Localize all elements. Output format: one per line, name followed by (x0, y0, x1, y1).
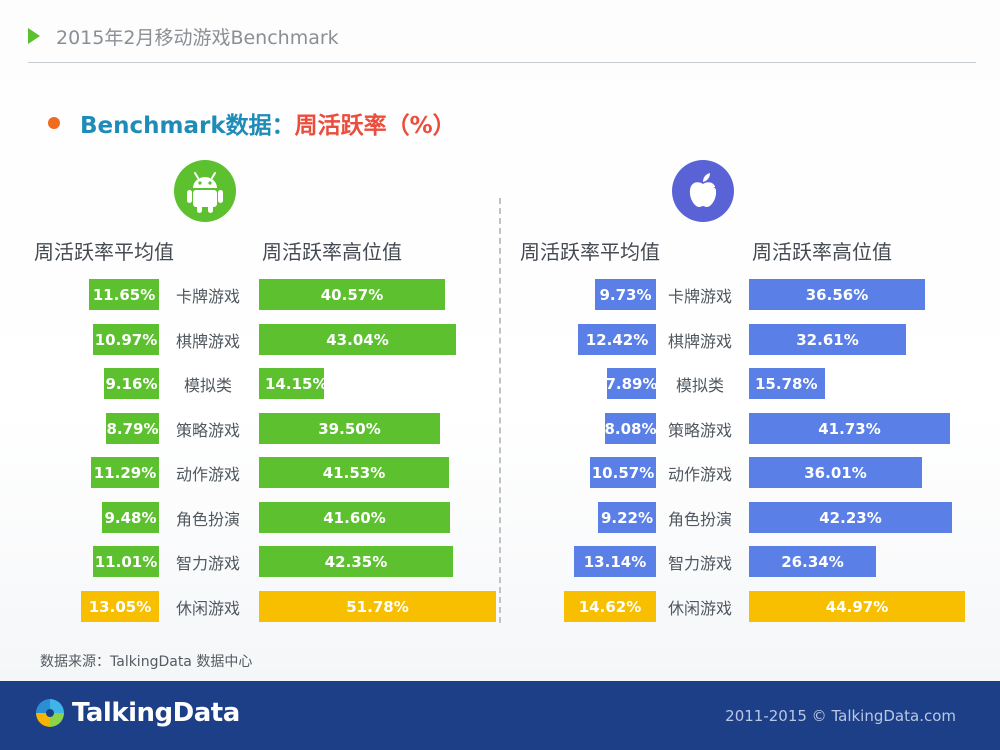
android-avg-bar: 11.01% (93, 546, 159, 577)
ios-high-bar: 32.61% (749, 324, 906, 355)
copyright-text: 2011-2015 © TalkingData.com (725, 707, 956, 725)
android-avg-bar: 8.79% (106, 413, 159, 444)
android-category-label: 角色扮演 (175, 509, 240, 529)
slide-title-text: 2015年2月移动游戏Benchmark (56, 26, 339, 49)
android-category-label: 模拟类 (183, 375, 232, 395)
play-icon (28, 28, 40, 44)
ios-high-bar: 36.01% (749, 457, 922, 488)
bullet-icon (48, 117, 60, 129)
android-category-label: 棋牌游戏 (175, 331, 240, 351)
ios-high-bar: 26.34% (749, 546, 876, 577)
android-avg-bar: 9.16% (104, 368, 159, 399)
android-avg-bar: 13.05% (81, 591, 159, 622)
ios-category-label: 休闲游戏 (667, 598, 732, 618)
ios-high-bar: 44.97% (749, 591, 965, 622)
android-high-bar: 39.50% (259, 413, 440, 444)
android-avg-bar: 11.65% (89, 279, 159, 310)
chart-title: Benchmark数据： 周活跃率（%） (48, 106, 456, 140)
android-high-bar: 43.04% (259, 324, 456, 355)
ios-avg-bar: 8.08% (604, 413, 657, 444)
android-category-label: 动作游戏 (175, 464, 240, 484)
talkingdata-logo-icon (36, 699, 64, 727)
ios-high-bar: 41.73% (749, 413, 950, 444)
android-high-bar: 14.15% (259, 368, 327, 399)
footer: TalkingData 2011-2015 © TalkingData.com (0, 681, 1000, 750)
android-avg-header: 周活跃率平均值 (34, 240, 174, 264)
android-high-bar: 51.78% (259, 591, 496, 622)
android-avg-bar: 10.97% (93, 324, 159, 355)
ios-category-label: 角色扮演 (667, 509, 732, 529)
panel-divider (499, 198, 501, 623)
chart-title-part2: 周活跃率（%） (294, 113, 456, 139)
ios-high-bar: 42.23% (749, 502, 952, 533)
android-high-bar: 41.60% (259, 502, 450, 533)
android-avg-bar: 9.48% (102, 502, 159, 533)
ios-avg-bar: 7.89% (605, 368, 658, 399)
data-source: 数据来源：TalkingData 数据中心 (40, 654, 253, 670)
android-category-label: 休闲游戏 (175, 598, 240, 618)
ios-category-label: 卡牌游戏 (667, 286, 732, 306)
android-icon (174, 160, 236, 222)
android-category-label: 卡牌游戏 (175, 286, 240, 306)
ios-avg-bar: 9.22% (598, 502, 656, 533)
android-avg-bar: 11.29% (91, 457, 159, 488)
talkingdata-logo: TalkingData (34, 697, 240, 729)
ios-avg-bar: 13.14% (574, 546, 656, 577)
ios-category-label: 动作游戏 (667, 464, 732, 484)
android-high-header: 周活跃率高位值 (262, 240, 402, 264)
slide-title: 2015年2月移动游戏Benchmark (28, 22, 339, 50)
ios-category-label: 策略游戏 (667, 420, 732, 440)
ios-avg-bar: 9.73% (595, 279, 656, 310)
android-category-label: 智力游戏 (175, 553, 240, 573)
apple-icon (672, 160, 734, 222)
ios-high-header: 周活跃率高位值 (752, 240, 892, 264)
ios-high-bar: 15.78% (749, 368, 825, 399)
ios-category-label: 智力游戏 (667, 553, 732, 573)
android-high-bar: 41.53% (259, 457, 449, 488)
title-divider (28, 62, 976, 63)
ios-category-label: 模拟类 (675, 375, 724, 395)
talkingdata-logo-text: TalkingData (72, 698, 240, 728)
ios-avg-bar: 14.62% (564, 591, 656, 622)
ios-avg-bar: 10.57% (590, 457, 656, 488)
android-high-bar: 42.35% (259, 546, 453, 577)
ios-avg-bar: 12.42% (578, 324, 656, 355)
ios-category-label: 棋牌游戏 (667, 331, 732, 351)
android-category-label: 策略游戏 (175, 420, 240, 440)
ios-avg-header: 周活跃率平均值 (520, 240, 660, 264)
ios-high-bar: 36.56% (749, 279, 925, 310)
android-high-bar: 40.57% (259, 279, 445, 310)
chart-title-part1: Benchmark数据： (80, 113, 295, 139)
